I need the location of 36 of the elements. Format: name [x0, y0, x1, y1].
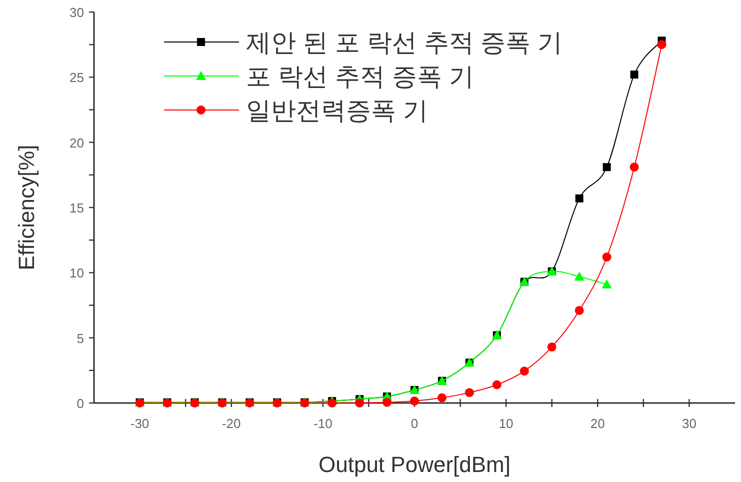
point — [492, 380, 502, 390]
y-axis-title: Efficiency[%] — [14, 144, 39, 270]
point — [382, 398, 392, 407]
y-tick-label: 10 — [70, 266, 84, 281]
point — [602, 163, 611, 172]
y-tick-label: 20 — [70, 135, 84, 150]
point — [602, 252, 612, 262]
point — [630, 70, 638, 79]
y-tick-label: 15 — [70, 200, 84, 216]
point — [437, 393, 446, 402]
point — [574, 272, 584, 281]
point — [520, 366, 529, 376]
x-tick-label: 30 — [682, 416, 696, 431]
x-tick-label: 10 — [498, 416, 514, 431]
point — [602, 279, 612, 288]
point — [355, 398, 364, 408]
point — [575, 194, 584, 202]
x-tick-label: 20 — [590, 416, 605, 431]
point — [657, 40, 666, 50]
point — [574, 306, 584, 315]
y-tick-label: 30 — [70, 5, 84, 20]
point — [464, 388, 474, 398]
point — [630, 162, 639, 172]
x-axis-title: Output Power[dBm] — [318, 452, 510, 477]
legend-label: 포 락선 추적 증폭 기 — [246, 63, 474, 91]
y-tick-label: 25 — [70, 70, 84, 86]
legend-label: 제안 된 포 락선 추적 증폭 기 — [246, 29, 563, 57]
x-tick-label: -10 — [314, 416, 332, 431]
legend-label: 일반전력증폭 기 — [246, 97, 428, 125]
y-tick-label: 5 — [76, 330, 84, 346]
point — [547, 342, 556, 352]
x-tick-label: 0 — [410, 416, 418, 431]
y-tick-label: 0 — [76, 396, 84, 411]
point — [410, 396, 419, 406]
x-tick-label: -30 — [130, 416, 150, 431]
x-tick-label: -20 — [222, 416, 241, 431]
